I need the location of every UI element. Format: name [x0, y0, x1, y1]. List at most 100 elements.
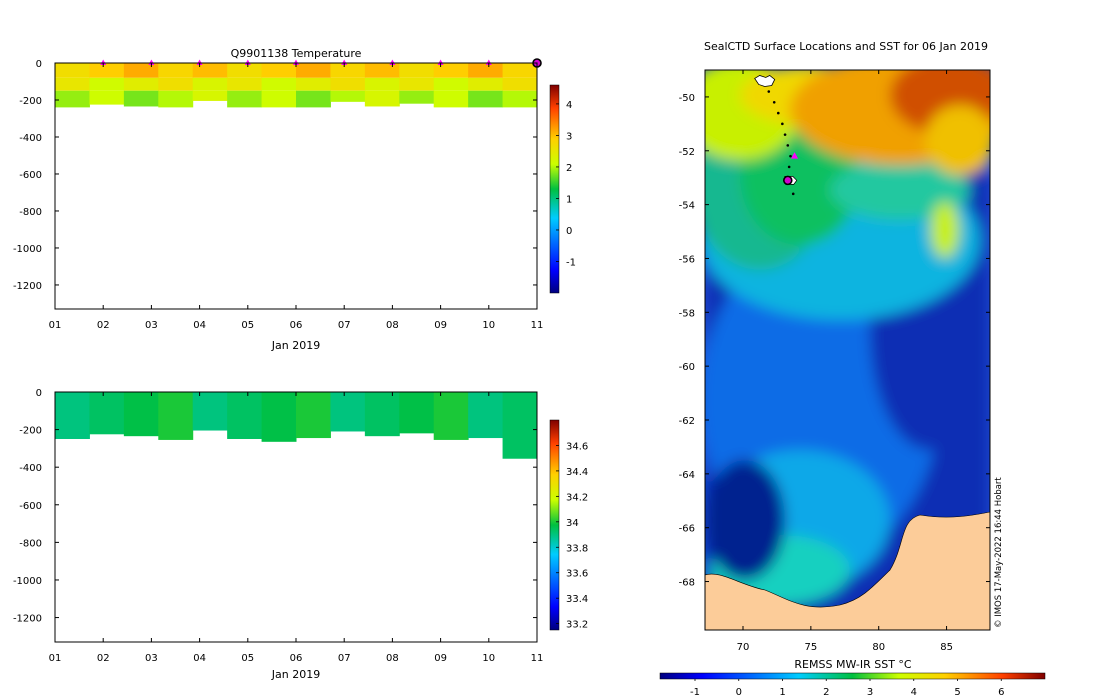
temperature-x-tick-label: 11 [531, 320, 544, 331]
temperature-colorbar-ticks: -1 0 1 2 3 4 [556, 100, 576, 268]
salinity-colorbar-tick-label: 34 [566, 518, 579, 529]
map-credit: © IMOS 17-May-2022 16:44 Hobart [994, 477, 1004, 628]
temperature-x-tick-label: 04 [193, 320, 206, 331]
salinity-colorbar-tick-label: 34.4 [566, 467, 588, 478]
temperature-profile-cell [296, 90, 331, 108]
temperature-profile-cell [502, 90, 538, 108]
temperature-profile-cell [399, 77, 435, 91]
temperature-profile-cell [55, 90, 90, 108]
salinity-x-tick-label: 09 [434, 653, 447, 664]
salinity-x-tick-label: 05 [241, 653, 254, 664]
temperature-y-tick-label: -1200 [13, 281, 42, 292]
temperature-colorbar-tick-label: 2 [566, 163, 572, 174]
temperature-section [55, 58, 542, 108]
map-colorbar-ticks: -1 0 1 2 3 4 5 6 [690, 679, 1004, 698]
day-marker [791, 152, 799, 159]
map-y-tick-label: -58 [679, 308, 695, 319]
temperature-profile-cell [364, 77, 400, 91]
map-x-tick-label: 80 [872, 642, 885, 653]
temperature-profile-cell [468, 77, 504, 91]
temperature-x-tick-label: 10 [482, 320, 495, 331]
temperature-day-marker [341, 59, 348, 65]
salinity-colorbar [549, 419, 560, 631]
salinity-profile-cell [261, 392, 297, 442]
temperature-x-tick-label: 02 [97, 320, 110, 331]
salinity-y-tick-label: -1200 [13, 614, 42, 625]
temperature-y-tick-label: -200 [19, 96, 42, 107]
track-point [776, 111, 780, 115]
temperature-colorbar-tick-label: 1 [566, 194, 572, 205]
map-colorbar-tick-label: 3 [867, 687, 873, 698]
map-y-tick-label: -66 [679, 524, 695, 535]
temperature-profile-cell [158, 63, 194, 78]
salinity-profile-cell [158, 392, 194, 440]
temperature-profile-cell [123, 77, 159, 91]
temperature-profile-cell [468, 90, 504, 108]
temperature-profile-cell [261, 77, 297, 91]
map-title: SealCTD Surface Locations and SST for 06… [704, 40, 988, 53]
temperature-profile-cell [261, 90, 297, 108]
salinity-profile-cell [364, 392, 400, 437]
temperature-day-marker [437, 59, 444, 65]
temperature-y-tick-label: -600 [19, 170, 42, 181]
salinity-section [55, 392, 538, 459]
temperature-x-tick-label: 03 [145, 320, 158, 331]
temperature-profile-cell [433, 90, 469, 108]
temperature-profile-cell [364, 90, 400, 107]
track-point [783, 133, 787, 136]
temperature-day-marker [293, 59, 299, 65]
salinity-y-tick-label: 0 [36, 388, 42, 399]
temperature-y-tick-label: -800 [19, 207, 42, 218]
salinity-y-tick-label: -400 [19, 463, 42, 474]
temperature-profile-cell [261, 63, 297, 78]
island-outline [754, 74, 776, 87]
temperature-day-marker [196, 59, 203, 65]
temperature-panel: Q9901138 Temperature 0 -200 -400 -600 -800 -1… [13, 47, 576, 352]
temperature-profile-cell [55, 77, 90, 91]
salinity-colorbar-tick-label: 33.2 [566, 620, 588, 631]
temperature-profile-cell [330, 63, 366, 78]
map-y-tick-label: -54 [679, 201, 695, 212]
temperature-profile-cell [158, 77, 194, 91]
salinity-xlabel: Jan 2019 [271, 668, 320, 681]
temperature-profile-cell [227, 63, 263, 78]
salinity-y-tick-label: -1000 [13, 576, 42, 587]
salinity-y-tick-label: -800 [19, 538, 42, 549]
salinity-x-ticks: 01 02 03 04 05 06 07 08 09 10 11 [49, 392, 543, 664]
temperature-profile-cell [192, 90, 228, 101]
map-y-tick-label: -64 [679, 470, 695, 481]
temperature-xlabel: Jan 2019 [271, 339, 320, 352]
salinity-x-tick-label: 02 [97, 653, 110, 664]
temperature-x-tick-label: 08 [386, 320, 399, 331]
temperature-profile-cell [502, 77, 538, 91]
salinity-y-tick-label: -200 [19, 426, 42, 437]
temperature-profile-cell [364, 63, 400, 78]
map-colorbar-tick-label: 6 [998, 687, 1004, 698]
temperature-profile-cell [330, 77, 366, 91]
salinity-profile-cell [192, 392, 228, 431]
temperature-profile-cell [330, 90, 366, 102]
track-point [781, 122, 784, 126]
temperature-colorbar [549, 84, 560, 294]
temperature-day-marker [389, 59, 396, 65]
salinity-profile-cell [296, 392, 331, 439]
map-colorbar-tick-label: 1 [779, 687, 785, 698]
salinity-x-tick-label: 03 [145, 653, 158, 664]
temperature-day-marker [148, 59, 155, 65]
map-y-tick-label: -62 [679, 416, 695, 427]
temperature-profile-cell [399, 63, 435, 78]
map-y-tick-label: -50 [679, 93, 695, 104]
map-x-ticks: 70 75 80 85 [737, 70, 953, 653]
track-point [767, 90, 771, 93]
current-position-marker [782, 175, 793, 186]
salinity-colorbar-tick-label: 33.4 [566, 594, 588, 605]
salinity-profile-cell [89, 392, 125, 435]
temperature-profile-cell [227, 77, 263, 91]
temperature-profile-cell [433, 77, 469, 91]
map-colorbar-tick-label: 0 [736, 687, 742, 698]
temperature-colorbar-tick-label: 3 [566, 131, 572, 142]
salinity-profile-cell [433, 392, 469, 440]
track-point [786, 144, 790, 147]
salinity-x-tick-label: 10 [482, 653, 495, 664]
